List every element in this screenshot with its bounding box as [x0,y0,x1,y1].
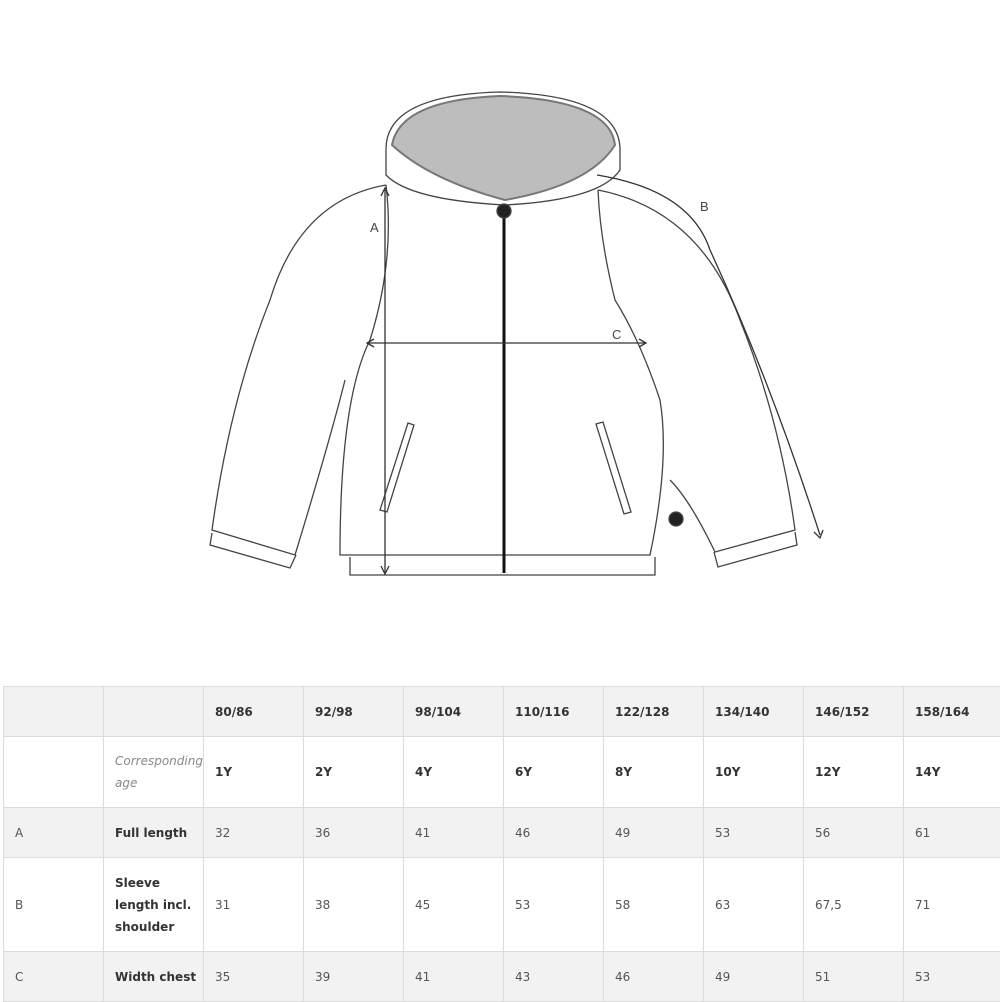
row-code: B [4,858,104,952]
value-cell: 63 [704,858,804,952]
age-cell: 6Y [504,737,604,808]
hoodie-measurement-diagram: A B C [0,0,1000,640]
empty-cell [104,687,204,737]
empty-cell [4,737,104,808]
value-cell: 36 [304,808,404,858]
label-c: C [612,327,621,342]
size-cell: 98/104 [404,687,504,737]
empty-cell [4,687,104,737]
value-cell: 38 [304,858,404,952]
value-cell: 45 [404,858,504,952]
age-cell: 4Y [404,737,504,808]
row-label: Sleeve length incl. shoulder [104,858,204,952]
value-cell: 53 [904,952,1000,1002]
value-cell: 41 [404,808,504,858]
table-row: B Sleeve length incl. shoulder 31 38 45 … [4,858,1000,952]
age-cell: 2Y [304,737,404,808]
value-cell: 49 [604,808,704,858]
row-code: A [4,808,104,858]
table-row: C Width chest 35 39 41 43 46 49 51 53 [4,952,1000,1002]
age-cell: 1Y [204,737,304,808]
value-cell: 58 [604,858,704,952]
size-cell: 92/98 [304,687,404,737]
value-cell: 56 [804,808,904,858]
value-cell: 49 [704,952,804,1002]
measurement-b [597,175,823,538]
size-header-row: 80/86 92/98 98/104 110/116 122/128 134/1… [4,687,1000,737]
age-cell: 8Y [604,737,704,808]
row-label: Full length [104,808,204,858]
value-cell: 41 [404,952,504,1002]
age-cell: 10Y [704,737,804,808]
label-b: B [700,199,709,214]
size-cell: 158/164 [904,687,1000,737]
value-cell: 53 [704,808,804,858]
value-cell: 39 [304,952,404,1002]
value-cell: 71 [904,858,1000,952]
label-a: A [370,220,379,235]
size-cell: 80/86 [204,687,304,737]
value-cell: 61 [904,808,1000,858]
measurement-c [367,339,646,347]
zipper-pull-icon [497,204,511,218]
pocket-pull-icon [669,512,683,526]
value-cell: 51 [804,952,904,1002]
value-cell: 46 [604,952,704,1002]
age-row: Corresponding age 1Y 2Y 4Y 6Y 8Y 10Y 12Y… [4,737,1000,808]
value-cell: 46 [504,808,604,858]
row-label: Width chest [104,952,204,1002]
row-code: C [4,952,104,1002]
age-cell: 12Y [804,737,904,808]
size-chart-table: 80/86 92/98 98/104 110/116 122/128 134/1… [3,686,1000,1002]
value-cell: 32 [204,808,304,858]
size-cell: 110/116 [504,687,604,737]
size-cell: 122/128 [604,687,704,737]
age-cell: 14Y [904,737,1000,808]
value-cell: 53 [504,858,604,952]
age-label: Corresponding age [104,737,204,808]
table-row: A Full length 32 36 41 46 49 53 56 61 [4,808,1000,858]
size-cell: 134/140 [704,687,804,737]
value-cell: 35 [204,952,304,1002]
value-cell: 67,5 [804,858,904,952]
value-cell: 31 [204,858,304,952]
size-cell: 146/152 [804,687,904,737]
value-cell: 43 [504,952,604,1002]
